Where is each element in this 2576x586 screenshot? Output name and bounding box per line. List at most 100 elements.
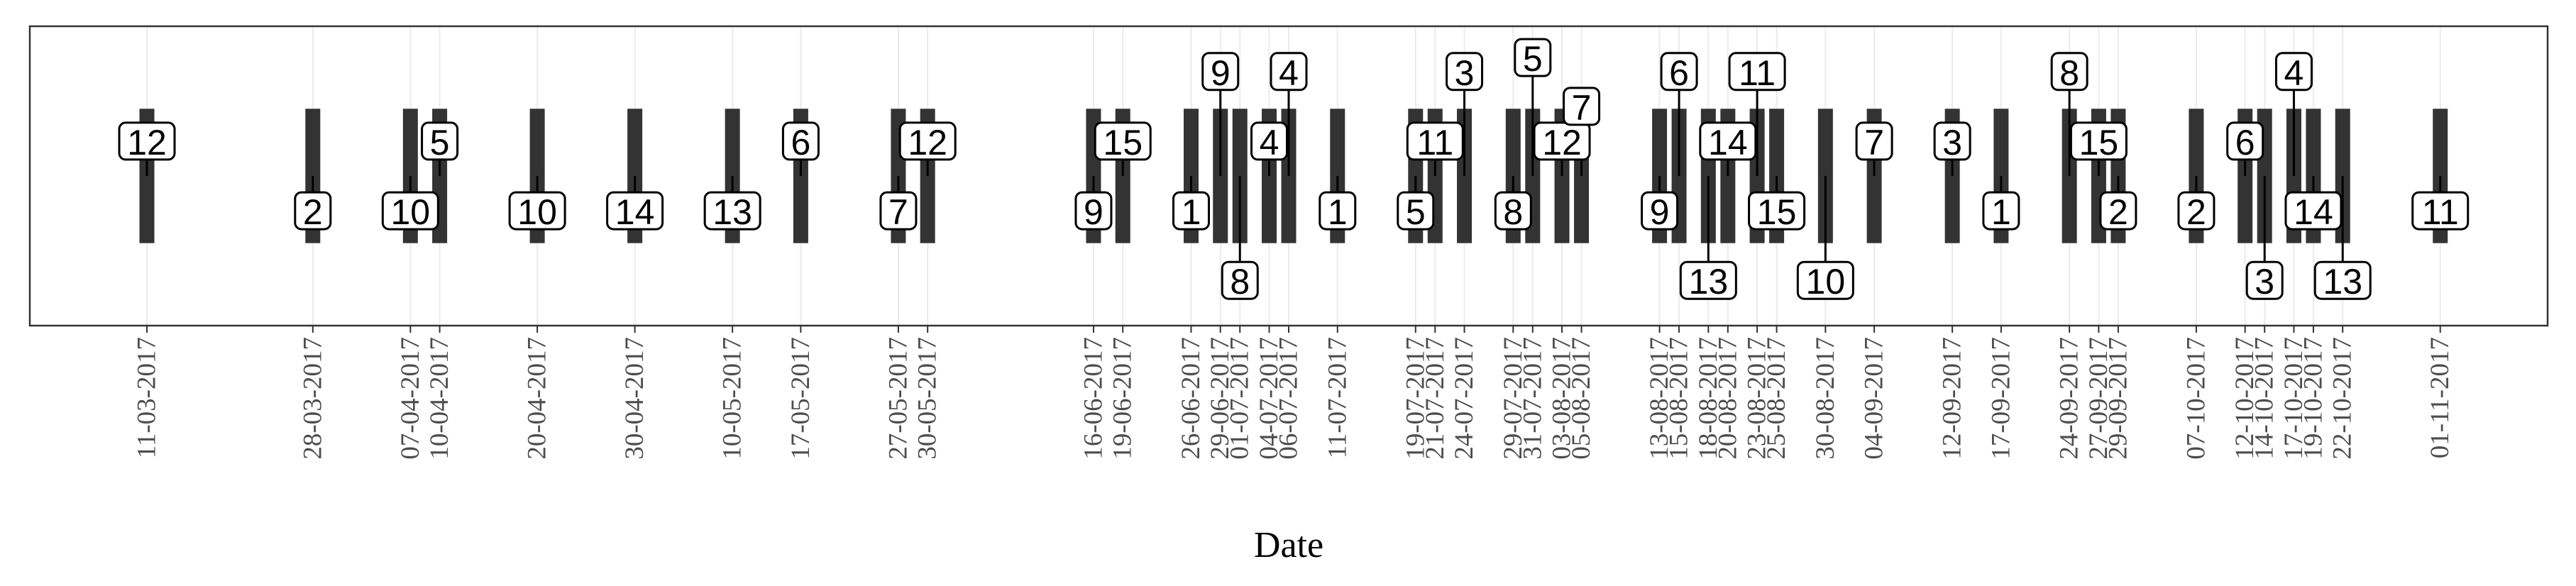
label-box (1494, 191, 1532, 231)
label-text: 14 (1708, 123, 1748, 162)
label-box (1748, 191, 1806, 231)
label-box (1270, 52, 1308, 92)
event-label: 3 (1933, 121, 1971, 162)
label-box (381, 191, 439, 231)
label-text: 8 (1503, 192, 1523, 232)
event-label: 10 (381, 191, 439, 232)
x-tick-label: 04-07-2017 (1255, 337, 1284, 460)
label-text: 2 (2186, 192, 2206, 232)
event-label: 2 (2177, 191, 2216, 232)
label-text: 14 (2294, 192, 2333, 232)
label-text: 6 (791, 123, 810, 162)
label-text: 15 (2079, 123, 2119, 162)
label-box (118, 121, 176, 161)
label-text: 13 (1689, 262, 1729, 302)
label-box (2069, 121, 2128, 161)
event-label: 11 (1728, 52, 1786, 93)
x-tick-label: 20-08-2017 (1713, 337, 1742, 460)
label-text: 6 (1669, 53, 1689, 93)
label-box (898, 121, 957, 161)
event-label: 4 (1250, 121, 1288, 162)
label-text: 12 (127, 123, 167, 162)
label-text: 12 (908, 123, 947, 162)
x-tick-label: 30-05-2017 (913, 337, 942, 460)
event-label: 6 (781, 121, 820, 162)
event-label: 1 (1319, 191, 1357, 232)
label-text: 11 (1739, 53, 1776, 93)
x-tick-label: 31-07-2017 (1518, 337, 1547, 460)
label-text: 9 (1084, 192, 1103, 232)
event-label: 7 (1563, 87, 1601, 128)
label-text: 1 (1182, 192, 1201, 232)
label-text: 15 (1103, 123, 1143, 162)
x-tick-label: 26-06-2017 (1177, 337, 1206, 460)
label-box (1533, 121, 1591, 161)
label-box (1446, 52, 1484, 92)
x-tick-label: 17-09-2017 (1986, 337, 2015, 460)
label-box (2099, 191, 2137, 231)
event-label: 4 (2274, 52, 2313, 93)
label-text: 12 (1542, 123, 1582, 162)
label-text: 3 (1942, 123, 1962, 162)
x-tick-label: 24-07-2017 (1450, 337, 1479, 460)
label-box (879, 191, 918, 231)
x-tick-label: 01-11-2017 (2426, 337, 2455, 458)
x-tick-label: 19-07-2017 (1401, 337, 1430, 460)
label-text: 4 (1260, 123, 1279, 162)
label-box (1933, 121, 1971, 161)
label-text: 5 (1406, 192, 1426, 232)
label-box (1855, 121, 1893, 161)
event-label: 7 (1855, 121, 1893, 162)
label-box (1221, 260, 1259, 300)
label-box (2411, 191, 2470, 231)
x-tick-label: 29-09-2017 (2103, 337, 2132, 460)
label-text: 10 (1806, 262, 1846, 302)
x-tick-label: 19-06-2017 (1108, 337, 1138, 460)
label-text: 8 (2059, 53, 2079, 93)
event-label: 5 (421, 121, 459, 162)
event-label: 7 (879, 191, 918, 232)
x-axis-title: Date (1254, 525, 1323, 565)
label-text: 7 (1572, 88, 1592, 128)
x-tick-label: 15-08-2017 (1665, 337, 1694, 460)
event-label: 6 (2226, 121, 2264, 162)
x-tick-label: 29-06-2017 (1206, 337, 1235, 460)
event-label: 12 (1533, 121, 1591, 162)
x-tick-label: 22-10-2017 (2328, 337, 2357, 460)
x-tick-label: 10-04-2017 (425, 337, 454, 460)
event-label: 3 (2245, 260, 2284, 302)
event-label: 14 (606, 191, 664, 232)
event-label: 15 (1748, 191, 1806, 232)
x-tick-label: 20-04-2017 (523, 337, 552, 460)
label-box (1074, 191, 1113, 231)
event-label: 10 (1796, 260, 1854, 302)
label-box (1172, 191, 1210, 231)
event-label: 5 (1514, 38, 1552, 79)
label-text: 14 (615, 192, 655, 232)
label-box (1660, 52, 1698, 92)
label-box (1699, 121, 1757, 161)
x-tick-label: 11-07-2017 (1323, 337, 1352, 458)
event-label: 9 (1641, 191, 1679, 232)
label-box (2245, 260, 2284, 300)
event-label: 8 (2050, 52, 2088, 93)
x-tick-label: 30-04-2017 (620, 337, 649, 460)
label-text: 2 (2108, 192, 2128, 232)
x-tick-label: 12-09-2017 (1938, 337, 1967, 460)
event-label: 14 (2284, 191, 2343, 232)
label-text: 11 (2422, 192, 2459, 232)
plot-border (28, 25, 2549, 327)
x-tick-label: 23-08-2017 (1743, 337, 1772, 460)
x-tick-label: 05-08-2017 (1567, 337, 1596, 460)
label-text: 3 (2255, 262, 2274, 302)
label-text: 3 (1455, 53, 1475, 93)
label-text: 9 (1650, 192, 1670, 232)
x-tick-label: 16-06-2017 (1079, 337, 1108, 460)
label-box (2177, 191, 2216, 231)
event-label: 14 (1699, 121, 1757, 162)
label-box (781, 121, 820, 161)
label-box (606, 191, 664, 231)
x-tick-label: 01-07-2017 (1226, 337, 1255, 460)
x-tick-label: 04-09-2017 (1860, 337, 1889, 460)
event-label: 1 (1172, 191, 1210, 232)
